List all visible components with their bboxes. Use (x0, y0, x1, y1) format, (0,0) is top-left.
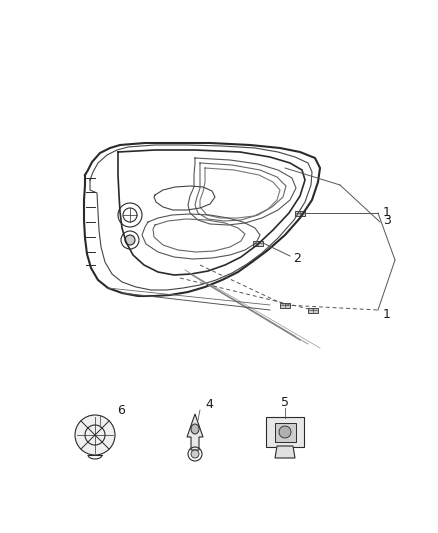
Text: 6: 6 (117, 403, 125, 416)
FancyBboxPatch shape (266, 417, 304, 447)
Circle shape (75, 415, 115, 455)
FancyBboxPatch shape (275, 423, 296, 441)
FancyBboxPatch shape (280, 303, 290, 308)
FancyBboxPatch shape (308, 308, 318, 312)
Text: 5: 5 (281, 395, 289, 408)
Circle shape (279, 426, 291, 438)
Circle shape (125, 235, 135, 245)
Text: 3: 3 (383, 214, 391, 227)
FancyBboxPatch shape (253, 240, 263, 246)
Polygon shape (187, 414, 203, 450)
Circle shape (191, 450, 199, 458)
Ellipse shape (191, 424, 199, 434)
Text: 4: 4 (205, 398, 213, 410)
Text: 2: 2 (293, 252, 301, 264)
FancyBboxPatch shape (295, 211, 305, 215)
Text: 1: 1 (383, 206, 391, 220)
Text: 1: 1 (383, 309, 391, 321)
Polygon shape (275, 446, 295, 458)
